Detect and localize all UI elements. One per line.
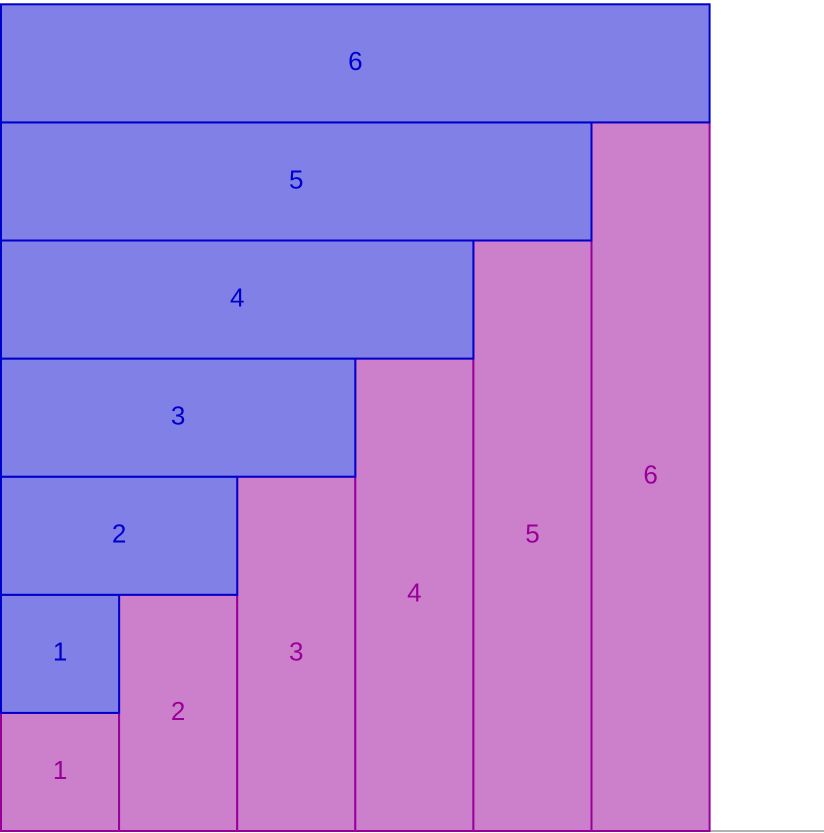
pink-bar <box>118 593 239 832</box>
blue-bar-label: 1 <box>53 637 67 667</box>
blue-bar-label: 4 <box>230 282 244 312</box>
blue-bar <box>0 121 593 242</box>
pink-bar-label: 3 <box>289 637 303 667</box>
pink-bar-label: 4 <box>407 578 421 608</box>
pink-bar <box>590 121 711 832</box>
pink-bar-label: 1 <box>53 755 67 785</box>
pink-bar-label: 2 <box>171 696 185 726</box>
pink-bar-label: 5 <box>525 519 539 549</box>
pink-bar-label: 6 <box>643 460 657 490</box>
blue-bar <box>0 357 357 478</box>
blue-bar <box>0 3 711 124</box>
blue-bar-label: 5 <box>289 164 303 194</box>
blue-bar <box>0 593 121 714</box>
blue-bar-label: 3 <box>171 401 185 431</box>
blue-bar-label: 2 <box>112 519 126 549</box>
blue-bar-label: 6 <box>348 46 362 76</box>
blue-bar <box>0 475 239 596</box>
blue-bar <box>0 239 475 360</box>
